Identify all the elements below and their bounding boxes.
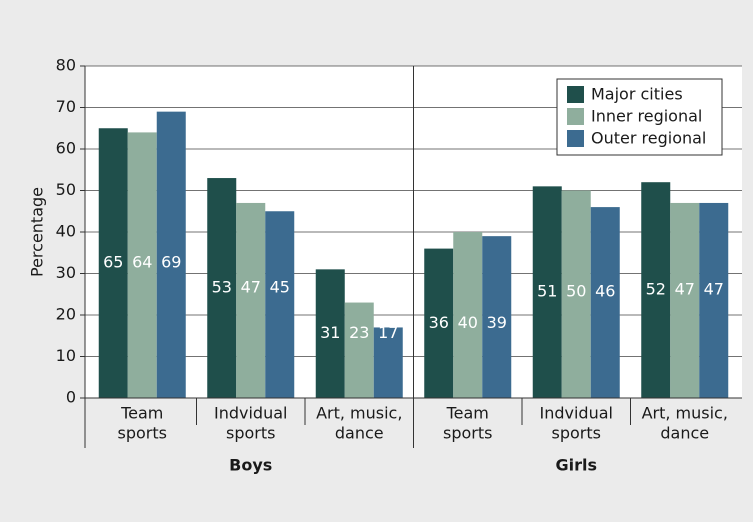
x-tick-label: sports (118, 424, 167, 443)
y-tick-label: 10 (56, 346, 76, 365)
data-label: 46 (595, 282, 615, 301)
data-label: 64 (132, 253, 152, 272)
y-tick-label: 70 (56, 97, 76, 116)
bar (670, 202, 700, 398)
y-tick-label: 0 (66, 388, 76, 407)
bar (344, 302, 374, 398)
legend-swatch (567, 108, 584, 125)
bar (590, 207, 620, 398)
y-tick-label: 50 (56, 180, 76, 199)
bar (453, 232, 483, 398)
data-label: 69 (161, 253, 181, 272)
x-tick-label: sports (226, 424, 275, 443)
x-tick-label: Art, music, (642, 404, 728, 423)
bar (699, 202, 729, 398)
data-label: 53 (212, 278, 232, 297)
data-label: 47 (675, 280, 695, 299)
bar (236, 202, 266, 398)
bar (265, 211, 295, 398)
data-label: 52 (646, 280, 666, 299)
x-tick-label: dance (335, 424, 384, 443)
y-tick-label: 30 (56, 263, 76, 282)
group-label: Girls (555, 456, 597, 475)
data-label: 47 (704, 280, 724, 299)
data-label: 51 (537, 282, 557, 301)
bar (532, 186, 562, 398)
data-label: 65 (103, 253, 123, 272)
y-axis-label: Percentage (28, 187, 47, 277)
y-tick-label: 40 (56, 222, 76, 241)
data-label: 40 (458, 313, 478, 332)
y-tick-label: 80 (56, 56, 76, 75)
bar (373, 327, 403, 398)
bar (315, 269, 345, 398)
legend-label: Major cities (591, 85, 683, 104)
bar (561, 190, 591, 398)
data-label: 23 (349, 323, 369, 342)
legend-swatch (567, 86, 584, 103)
data-label: 17 (378, 323, 398, 342)
bar (641, 182, 671, 398)
x-tick-label: sports (443, 424, 492, 443)
bar (127, 132, 157, 398)
x-tick-label: Team (120, 404, 163, 423)
data-label: 45 (270, 278, 290, 297)
bar (98, 128, 128, 398)
data-label: 36 (429, 313, 449, 332)
data-label: 47 (241, 278, 261, 297)
data-label: 50 (566, 282, 586, 301)
bar (424, 248, 454, 398)
x-tick-label: sports (552, 424, 601, 443)
y-tick-label: 60 (56, 139, 76, 158)
bar (156, 111, 186, 399)
data-label: 31 (320, 323, 340, 342)
x-tick-label: Indvidual (214, 404, 287, 423)
legend-box (556, 78, 723, 156)
x-tick-label: dance (660, 424, 709, 443)
legend-swatch (567, 130, 584, 147)
legend-label: Inner regional (591, 107, 702, 126)
x-tick-label: Team (446, 404, 489, 423)
x-tick-label: Art, music, (316, 404, 402, 423)
data-label: 39 (487, 313, 507, 332)
x-tick-label: Indvidual (540, 404, 613, 423)
bar (207, 178, 237, 398)
y-tick-label: 20 (56, 305, 76, 324)
group-label: Boys (229, 456, 272, 475)
bar (482, 236, 512, 398)
legend-label: Outer regional (591, 129, 706, 148)
